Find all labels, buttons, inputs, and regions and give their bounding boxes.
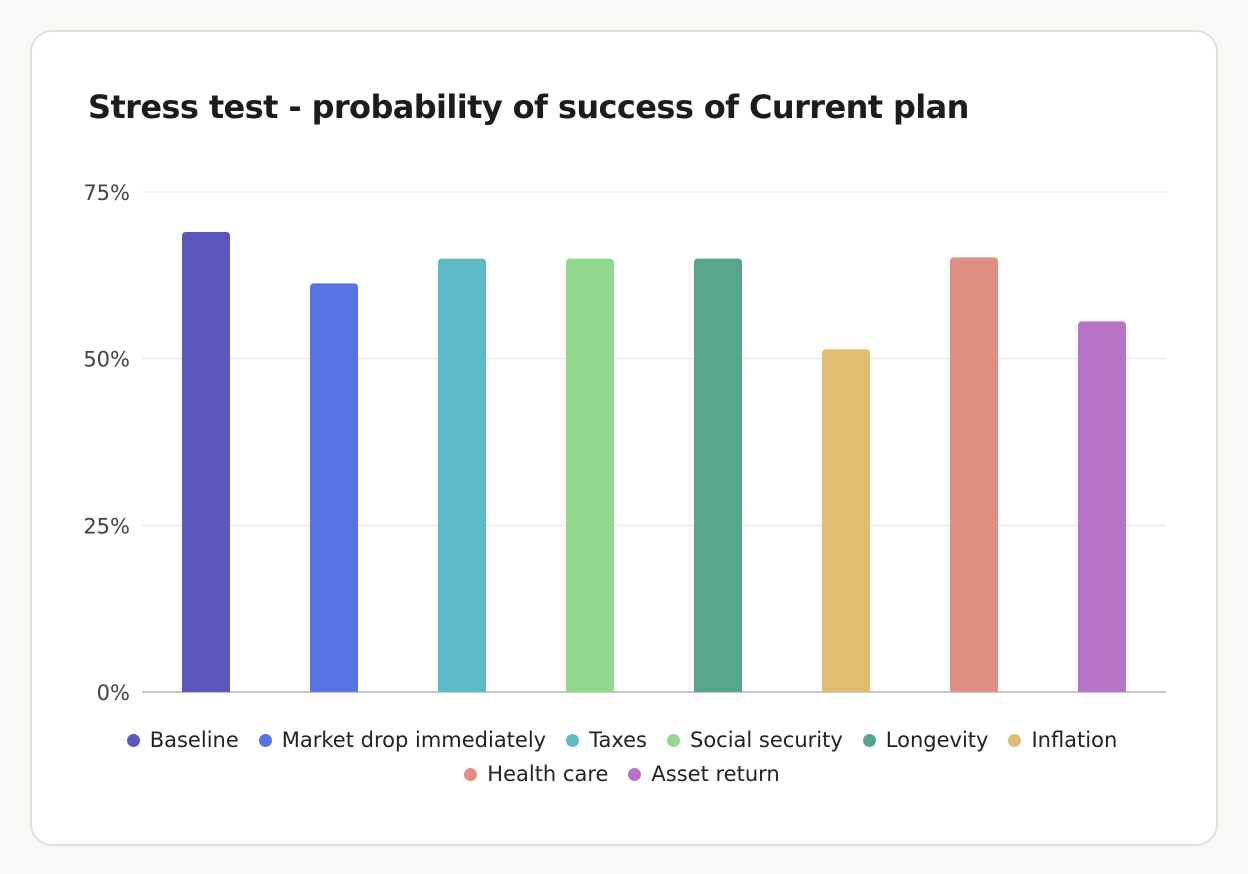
- legend-item-asset-return[interactable]: Asset return: [628, 760, 780, 788]
- legend-item-social-security[interactable]: Social security: [666, 726, 843, 754]
- legend-swatch: [862, 733, 876, 747]
- y-tick-label: 50%: [83, 348, 130, 372]
- legend-item-longevity[interactable]: Longevity: [862, 726, 989, 754]
- legend-label: Inflation: [1031, 728, 1118, 752]
- legend-label: Market drop immediately: [281, 728, 547, 752]
- legend-swatch: [666, 733, 680, 747]
- legend-swatch: [566, 733, 580, 747]
- legend-item-health-care[interactable]: Health care: [464, 760, 608, 788]
- bar-longevity[interactable]: [694, 258, 742, 692]
- legend-label: Social security: [689, 728, 843, 752]
- legend-swatch: [126, 733, 140, 747]
- bar-taxes[interactable]: [438, 258, 486, 692]
- y-tick-label: 25%: [83, 514, 130, 538]
- legend-label: Health care: [487, 762, 609, 786]
- y-tick-label: 0%: [97, 681, 130, 705]
- chart-legend: Baseline Market drop immediately Taxes Soci…: [92, 726, 1152, 788]
- legend-swatch: [464, 767, 478, 781]
- legend-swatch: [628, 767, 642, 781]
- bar-market-drop-immediately[interactable]: [310, 283, 358, 692]
- legend-label: Longevity: [885, 728, 989, 752]
- chart-card: Stress test - probability of success of …: [30, 30, 1218, 846]
- legend-label: Asset return: [651, 762, 780, 786]
- y-tick-label: 75%: [83, 181, 130, 205]
- legend-label: Taxes: [589, 728, 647, 752]
- legend-item-market-drop-immediately[interactable]: Market drop immediately: [258, 726, 547, 754]
- bar-baseline[interactable]: [182, 232, 230, 692]
- legend-swatch: [258, 733, 272, 747]
- legend-item-inflation[interactable]: Inflation: [1008, 726, 1117, 754]
- bar-health-care[interactable]: [950, 257, 998, 692]
- bar-chart: 0% 25% 50% 75%: [83, 181, 1166, 705]
- legend-swatch: [1008, 733, 1022, 747]
- legend-label: Baseline: [149, 728, 239, 752]
- legend-item-taxes[interactable]: Taxes: [566, 726, 647, 754]
- chart-title: Stress test - probability of success of …: [88, 88, 969, 126]
- bar-asset-return[interactable]: [1078, 321, 1126, 692]
- bar-inflation[interactable]: [822, 349, 870, 692]
- legend-item-baseline[interactable]: Baseline: [126, 726, 239, 754]
- bar-social-security[interactable]: [566, 258, 614, 692]
